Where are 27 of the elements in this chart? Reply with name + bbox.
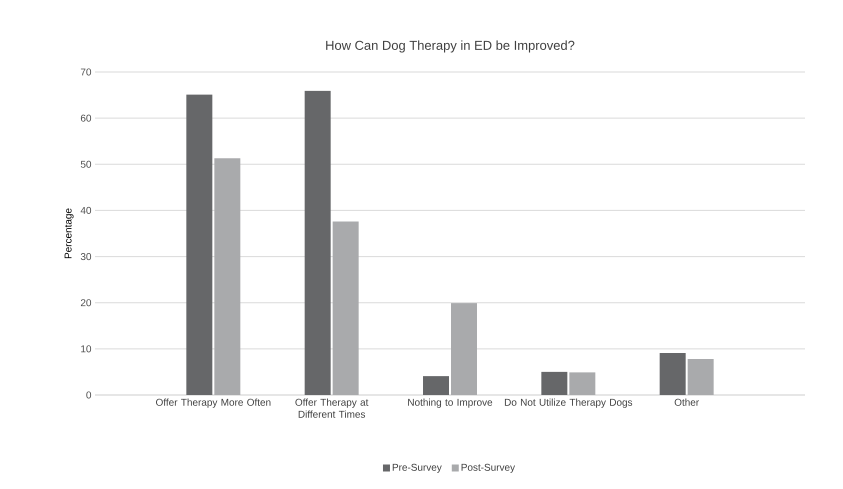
y-tick-label: 60 bbox=[80, 114, 92, 122]
bar bbox=[214, 158, 240, 395]
bar bbox=[304, 90, 331, 395]
y-tick-label: 40 bbox=[80, 206, 92, 214]
y-tick-label: 0 bbox=[86, 391, 92, 399]
bar bbox=[569, 372, 596, 395]
y-axis-title: Percentage bbox=[64, 208, 74, 258]
legend-label: Post-Survey bbox=[462, 464, 516, 473]
y-tick-label: 20 bbox=[80, 299, 92, 306]
bar bbox=[688, 359, 714, 395]
x-tick-label: Do Not Utilize Therapy Dogs bbox=[504, 398, 632, 408]
y-tick-label: 70 bbox=[80, 68, 92, 76]
bar bbox=[332, 222, 359, 395]
y-tick-label: 30 bbox=[80, 253, 92, 260]
x-tick-label: Other bbox=[674, 398, 699, 406]
y-tick-label: 50 bbox=[80, 160, 92, 168]
x-tick-label: Nothing to Improve bbox=[408, 398, 492, 408]
x-tick-label: Offer Therapy at Different Times bbox=[295, 398, 368, 418]
bar bbox=[541, 372, 568, 395]
bar bbox=[660, 353, 686, 395]
x-tick-label: Offer Therapy More Often bbox=[156, 398, 270, 408]
y-tick-label: 10 bbox=[81, 345, 92, 352]
bar bbox=[186, 94, 212, 395]
bar bbox=[450, 303, 477, 395]
chart-title: How Can Dog Therapy in ED be Improved? bbox=[326, 40, 574, 53]
bar bbox=[423, 376, 450, 395]
legend-label: Pre-Survey bbox=[392, 464, 442, 473]
